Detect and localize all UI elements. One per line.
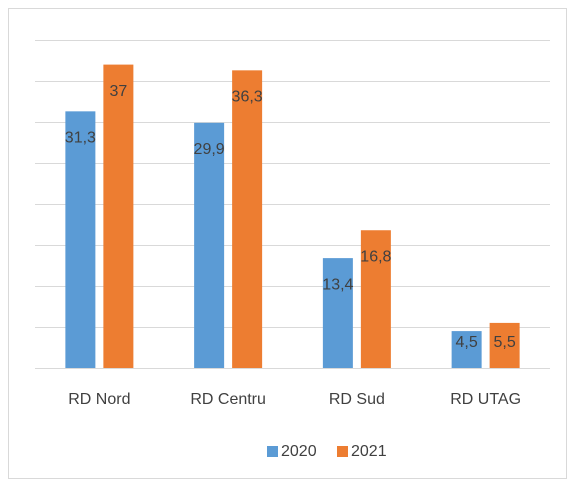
chart-border [8,8,567,479]
data-label: 29,9 [194,141,225,158]
data-label: 16,8 [360,248,391,265]
bar [232,70,263,368]
data-label: 31,3 [65,130,96,147]
data-label: 4,5 [456,334,478,351]
x-tick-label: RD Sud [329,391,385,408]
legend-label: 2021 [351,443,387,460]
legend-swatch [267,446,278,457]
data-label: 5,5 [494,334,516,351]
x-tick-label: RD UTAG [450,391,521,408]
data-label: 13,4 [322,276,353,293]
legend-label: 2020 [281,443,317,460]
bar [360,230,391,368]
bar [103,64,134,368]
bar [489,322,520,368]
bar [194,122,225,368]
legend-swatch [337,446,348,457]
x-tick-label: RD Nord [68,391,130,408]
bar [322,258,353,368]
bar [65,111,96,368]
bar [451,331,482,368]
data-label: 36,3 [232,89,263,106]
data-label: 37 [109,83,127,100]
x-tick-label: RD Centru [190,391,266,408]
